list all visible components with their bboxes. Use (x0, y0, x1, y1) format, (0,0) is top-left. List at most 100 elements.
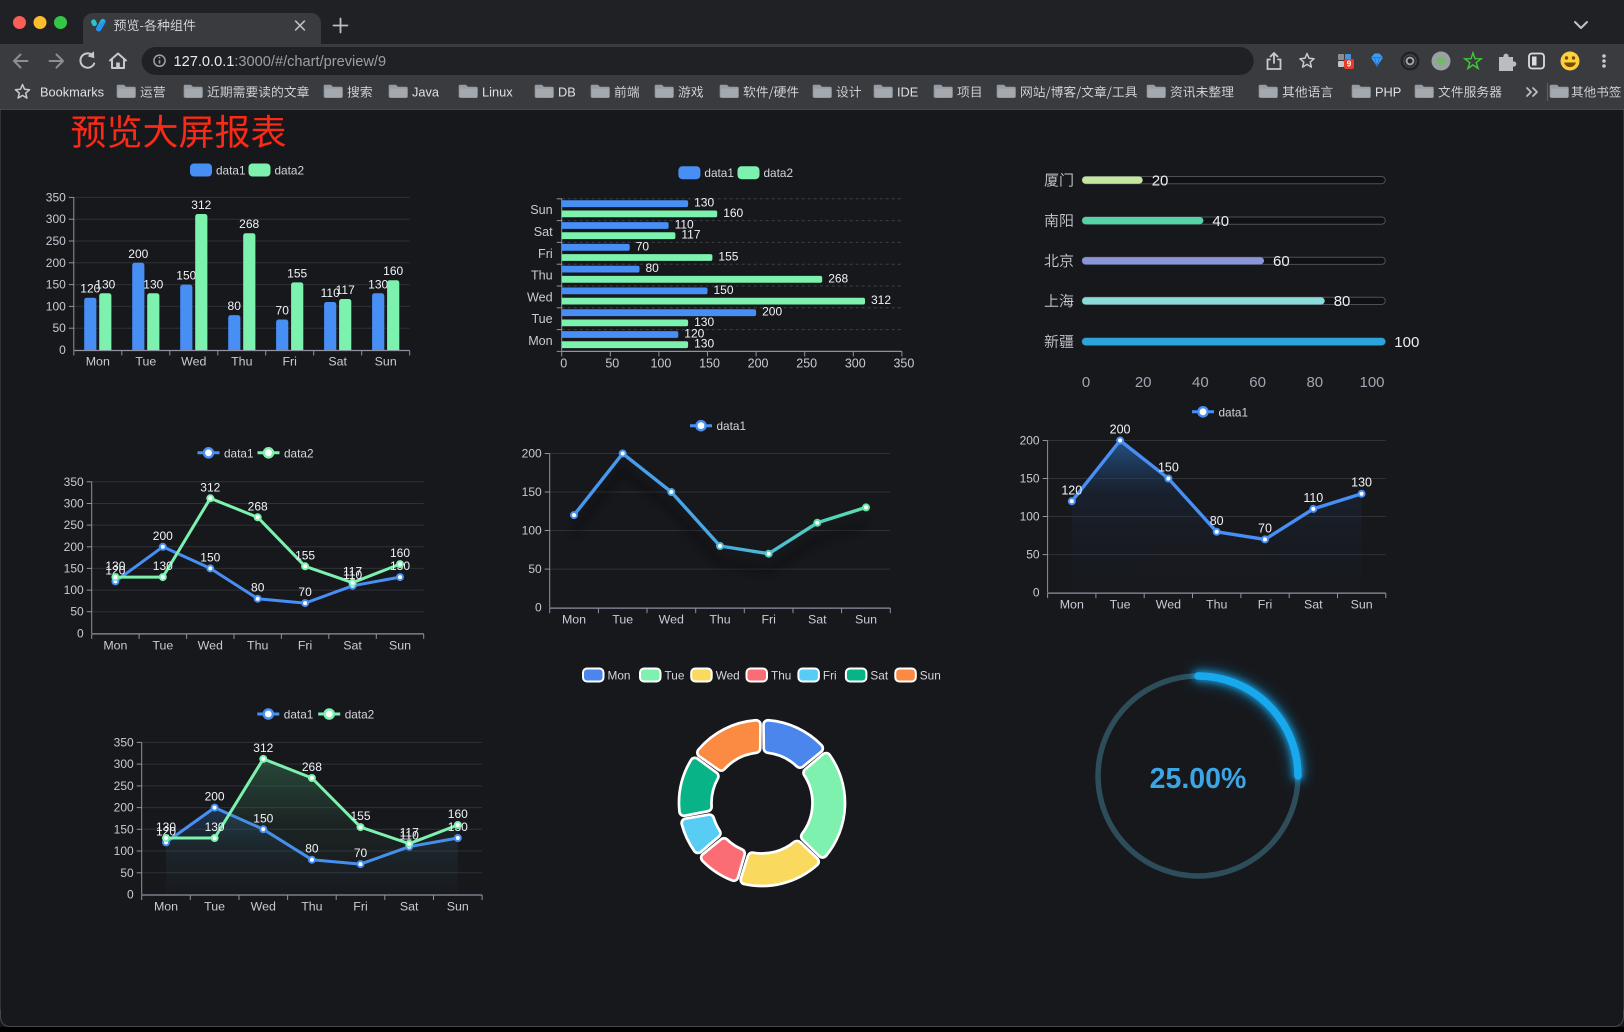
svg-text:20: 20 (1152, 172, 1169, 189)
svg-text:80: 80 (1334, 293, 1351, 310)
svg-text:Fri: Fri (353, 900, 367, 914)
svg-text:60: 60 (1249, 374, 1266, 391)
svg-text:data2: data2 (345, 708, 375, 722)
svg-text:130: 130 (95, 277, 115, 291)
svg-text:312: 312 (200, 480, 220, 494)
svg-text:130: 130 (205, 820, 225, 834)
svg-text:100: 100 (1359, 374, 1384, 391)
svg-text:312: 312 (253, 741, 273, 755)
svg-text:312: 312 (191, 198, 211, 212)
svg-text:110: 110 (1303, 491, 1323, 505)
svg-text:Sun: Sun (447, 900, 469, 914)
svg-text:110: 110 (343, 568, 362, 582)
svg-text:Wed: Wed (527, 290, 553, 304)
svg-text:127.0.0.1:3000/#/chart/preview: 127.0.0.1:3000/#/chart/preview/9 (174, 54, 387, 70)
svg-text:80: 80 (251, 581, 265, 595)
svg-text:100: 100 (46, 299, 66, 313)
svg-text:Fri: Fri (538, 247, 553, 261)
svg-text:130: 130 (153, 559, 173, 573)
svg-text:data1: data1 (216, 164, 246, 178)
svg-text:200: 200 (64, 540, 84, 554)
svg-text:100: 100 (64, 583, 84, 597)
svg-text:200: 200 (205, 790, 225, 804)
svg-text:Sat: Sat (1304, 598, 1323, 612)
svg-text:Tue: Tue (152, 638, 173, 652)
svg-text:300: 300 (845, 356, 866, 370)
svg-text:70: 70 (276, 304, 290, 318)
svg-text:Sat: Sat (343, 638, 362, 652)
svg-text:50: 50 (70, 605, 84, 619)
svg-text:160: 160 (390, 546, 410, 560)
svg-text:IDE: IDE (897, 85, 918, 100)
svg-text:Wed: Wed (251, 900, 276, 914)
svg-text:150: 150 (64, 561, 84, 575)
svg-text:Sun: Sun (855, 613, 877, 627)
svg-text:117: 117 (336, 283, 355, 297)
svg-text:Tue: Tue (204, 900, 225, 914)
svg-text:80: 80 (305, 842, 319, 856)
svg-text:Wed: Wed (716, 669, 740, 683)
svg-text:155: 155 (295, 548, 315, 562)
svg-text:80: 80 (1306, 374, 1323, 391)
svg-text:0: 0 (59, 343, 66, 357)
svg-text:Tue: Tue (1110, 598, 1131, 612)
svg-text:200: 200 (762, 305, 782, 319)
svg-text:117: 117 (343, 565, 362, 579)
svg-text:130: 130 (105, 559, 125, 573)
svg-text:0: 0 (1082, 374, 1090, 391)
svg-text:250: 250 (114, 779, 134, 793)
svg-text:Sun: Sun (375, 355, 397, 369)
svg-text:Sun: Sun (530, 203, 552, 217)
svg-text:350: 350 (114, 735, 134, 749)
svg-text:Mon: Mon (1060, 598, 1084, 612)
svg-text:Mon: Mon (562, 613, 586, 627)
svg-text:155: 155 (287, 266, 307, 280)
svg-text:Tue: Tue (665, 669, 685, 683)
svg-text:Java: Java (412, 85, 440, 100)
svg-text:Mon: Mon (528, 334, 553, 348)
svg-text:130: 130 (156, 820, 176, 834)
svg-text:150: 150 (1158, 461, 1179, 475)
svg-text:150: 150 (1020, 472, 1040, 486)
svg-text:Fri: Fri (282, 355, 296, 369)
svg-text:350: 350 (64, 475, 84, 489)
svg-text:Thu: Thu (771, 669, 791, 683)
svg-text:350: 350 (893, 356, 914, 370)
svg-text:PHP: PHP (1375, 85, 1401, 100)
svg-text:Thu: Thu (1206, 598, 1227, 612)
svg-text:100: 100 (522, 524, 542, 538)
svg-text:data2: data2 (275, 164, 305, 178)
svg-text:160: 160 (448, 807, 468, 821)
svg-text:250: 250 (64, 518, 84, 532)
svg-text:150: 150 (114, 822, 134, 836)
svg-text:data1: data1 (284, 708, 314, 722)
svg-text:155: 155 (718, 250, 738, 264)
svg-text:0: 0 (77, 626, 84, 640)
svg-text:40: 40 (1192, 374, 1209, 391)
svg-text:Fri: Fri (761, 613, 775, 627)
svg-text:Linux: Linux (482, 85, 513, 100)
svg-text:Fri: Fri (298, 638, 312, 652)
svg-text:data1: data1 (1219, 405, 1249, 419)
svg-text:350: 350 (46, 190, 66, 204)
svg-text:60: 60 (1273, 253, 1290, 270)
svg-text:155: 155 (350, 809, 370, 823)
svg-text:312: 312 (871, 293, 891, 307)
svg-text:0: 0 (535, 601, 542, 615)
svg-text:200: 200 (1020, 434, 1040, 448)
svg-text:110: 110 (400, 829, 419, 843)
svg-text:Thu: Thu (231, 355, 252, 369)
svg-text:Wed: Wed (1156, 598, 1181, 612)
svg-text:100: 100 (1394, 334, 1419, 351)
svg-text:Sat: Sat (328, 355, 347, 369)
svg-text:110: 110 (321, 286, 340, 300)
svg-text:150: 150 (176, 269, 196, 283)
svg-text:80: 80 (646, 261, 660, 275)
svg-text:120: 120 (684, 327, 704, 341)
svg-text:Thu: Thu (531, 269, 553, 283)
svg-text:117: 117 (681, 228, 700, 242)
svg-text:Tue: Tue (531, 312, 552, 326)
svg-text:150: 150 (714, 283, 734, 297)
svg-text:70: 70 (1258, 521, 1272, 535)
svg-text:data1: data1 (717, 419, 747, 433)
